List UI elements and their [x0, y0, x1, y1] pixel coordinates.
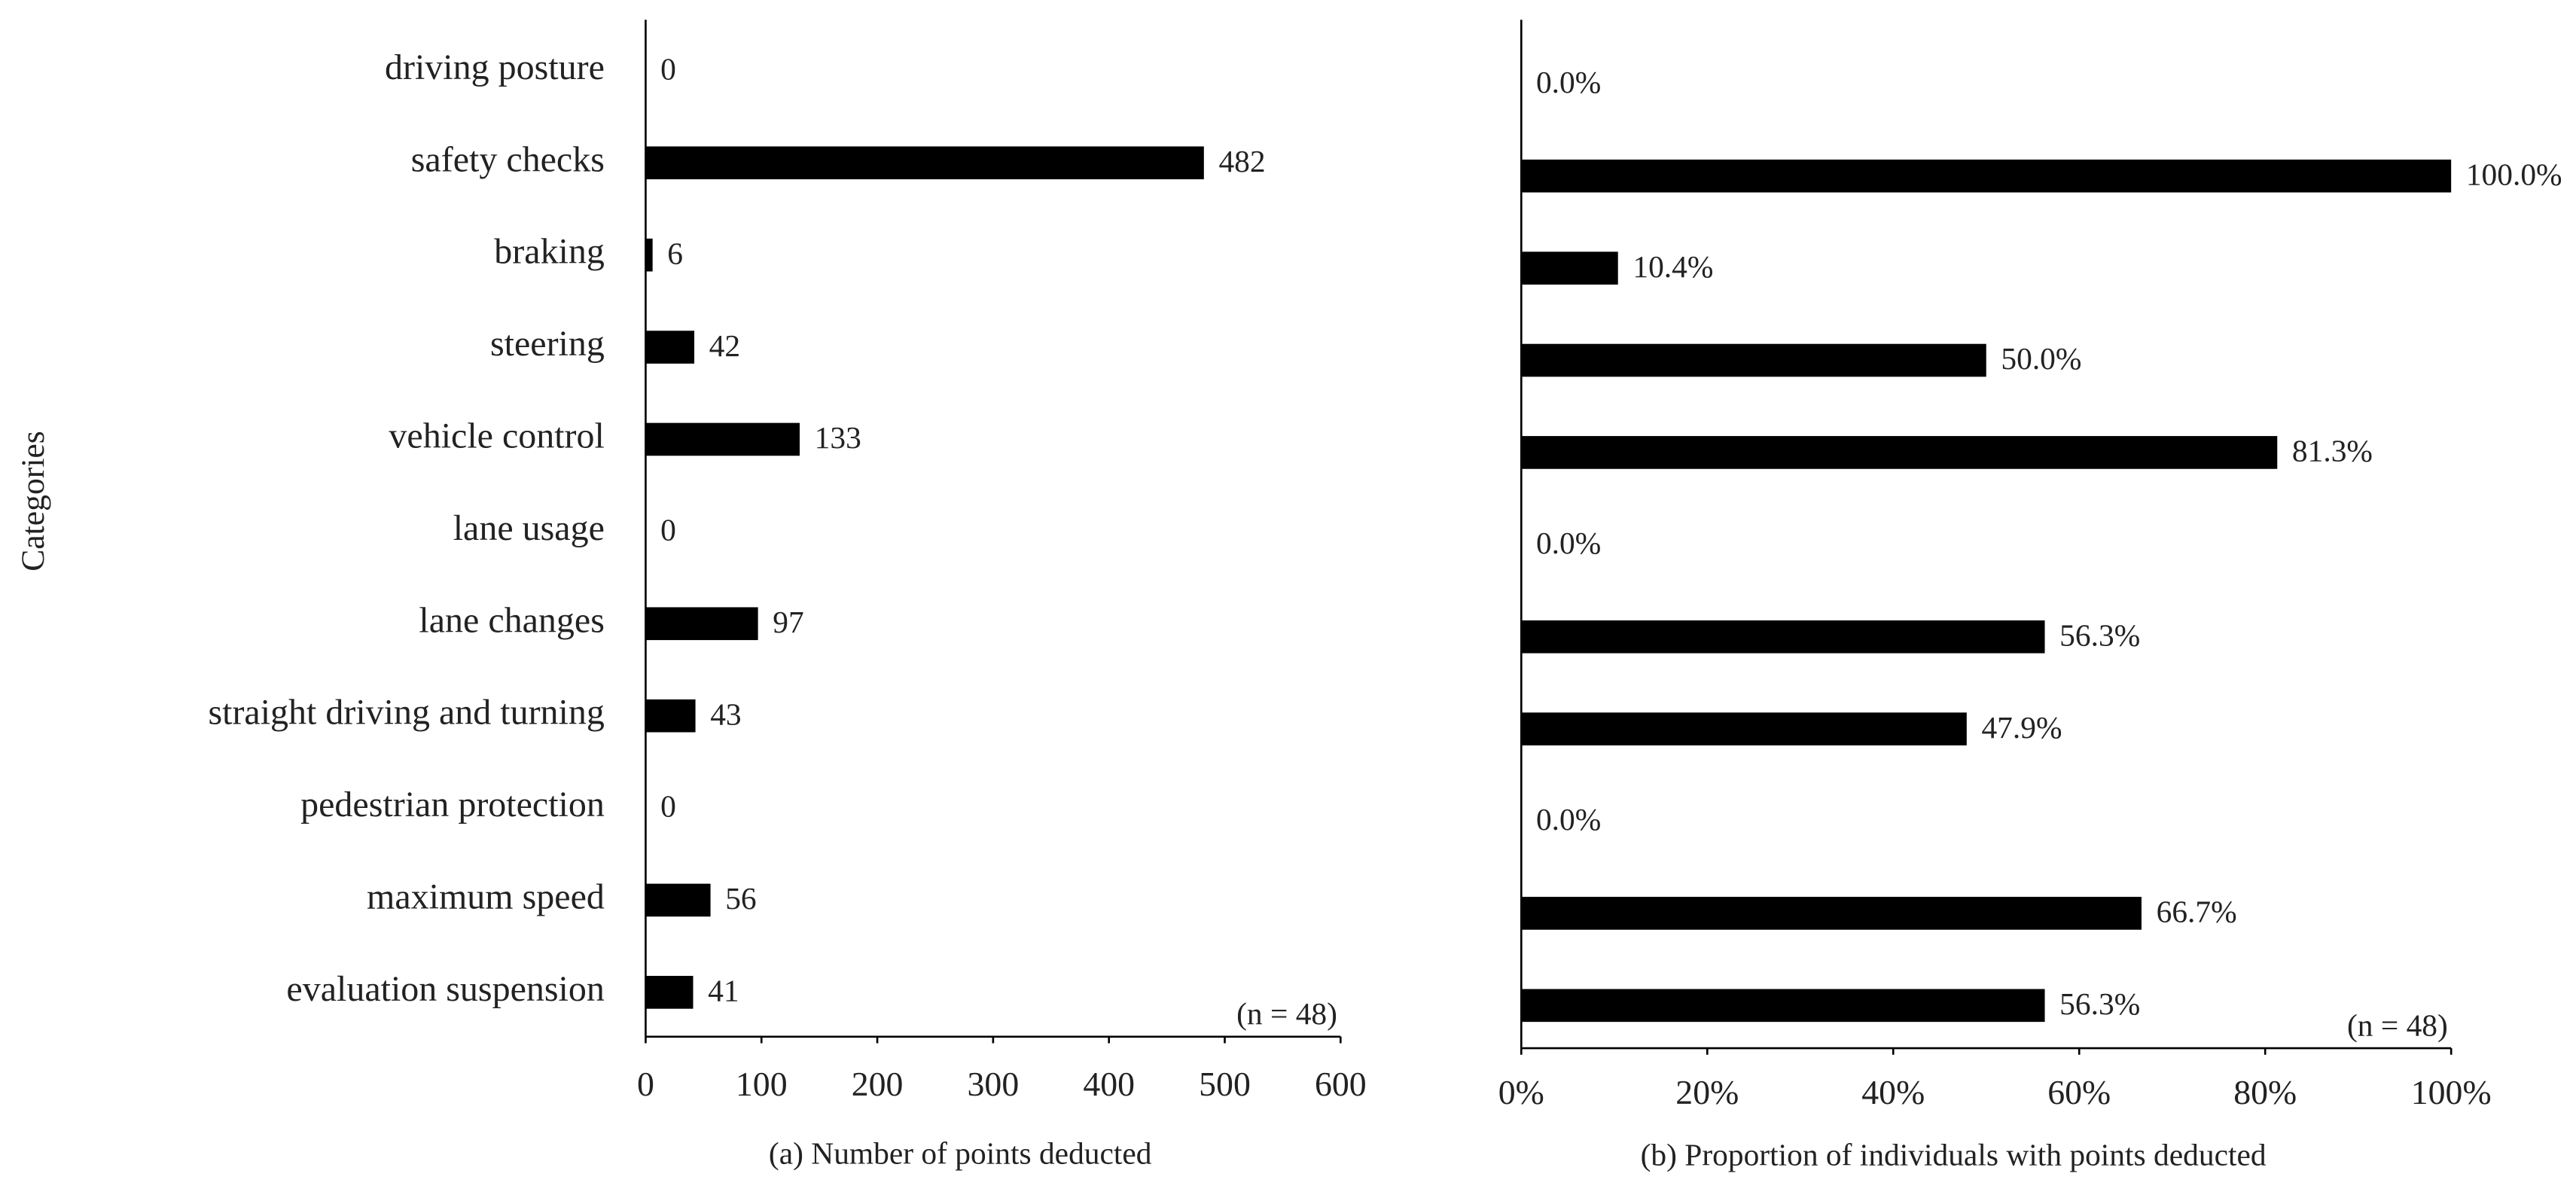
value-label: 41	[708, 974, 739, 1008]
bar	[1521, 989, 2045, 1023]
x-tick-label: 0%	[1498, 1073, 1544, 1111]
category-label: safety checks	[411, 139, 605, 179]
x-tick-label: 600	[1315, 1065, 1367, 1103]
value-label: 6	[667, 236, 683, 270]
value-label: 10.4%	[1632, 249, 1713, 284]
value-label: 97	[773, 605, 803, 639]
x-tick-label: 40%	[1861, 1073, 1925, 1111]
category-label: driving posture	[385, 47, 605, 87]
x-tick-label: 80%	[2233, 1073, 2297, 1111]
sample-size-note: (n = 48)	[1236, 996, 1337, 1032]
value-label: 81.3%	[2292, 434, 2373, 468]
value-label: 66.7%	[2157, 895, 2237, 929]
value-label: 56.3%	[2059, 617, 2140, 652]
y-axis-title: Categories	[15, 431, 51, 572]
value-label: 50.0%	[2001, 341, 2081, 376]
category-label: lane usage	[453, 508, 605, 548]
value-label: 0	[660, 513, 676, 547]
value-label: 42	[709, 328, 740, 363]
value-label: 56	[725, 881, 756, 916]
value-label: 0.0%	[1536, 65, 1601, 99]
value-label: 43	[710, 697, 741, 731]
x-axis-title: (a) Number of points deducted	[769, 1136, 1152, 1172]
value-label: 0.0%	[1536, 526, 1601, 560]
category-label: pedestrian protection	[300, 785, 605, 825]
x-tick-label: 100%	[2411, 1073, 2492, 1111]
sample-size-note: (n = 48)	[2347, 1007, 2448, 1043]
x-tick-label: 0	[637, 1065, 654, 1103]
bar	[1521, 712, 1967, 745]
x-tick-label: 60%	[2047, 1073, 2111, 1111]
category-label: steering	[490, 324, 605, 364]
value-label: 0.0%	[1536, 802, 1601, 837]
category-label: straight driving and turning	[208, 693, 604, 733]
category-label: maximum speed	[367, 876, 605, 916]
bar	[1521, 436, 2278, 469]
bar	[645, 976, 694, 1009]
bar	[645, 699, 696, 733]
bar	[1521, 343, 1986, 377]
value-label: 100.0%	[2466, 157, 2562, 191]
x-tick-label: 300	[968, 1065, 1020, 1103]
value-label: 133	[815, 420, 861, 455]
bar	[645, 238, 653, 272]
category-label: lane changes	[419, 600, 604, 640]
x-axis-title: (b) Proportion of individuals with point…	[1641, 1138, 2267, 1173]
x-tick-label: 200	[852, 1065, 904, 1103]
value-label: 56.3%	[2059, 986, 2140, 1021]
x-tick-label: 400	[1083, 1065, 1135, 1103]
value-label: 0	[660, 789, 676, 824]
value-label: 482	[1218, 144, 1265, 178]
bar	[645, 883, 711, 917]
bar	[1521, 897, 2142, 930]
category-label: vehicle control	[389, 416, 604, 456]
value-label: 47.9%	[1981, 710, 2062, 745]
bar	[1521, 159, 2452, 193]
x-tick-label: 20%	[1675, 1073, 1739, 1111]
bar	[645, 146, 1204, 180]
x-tick-label: 500	[1199, 1065, 1251, 1103]
category-label: braking	[494, 232, 605, 272]
bar	[1521, 620, 2045, 654]
bar	[1521, 251, 1618, 285]
value-label: 0	[660, 52, 676, 87]
bar	[645, 607, 758, 641]
bar	[645, 422, 800, 456]
x-tick-label: 100	[736, 1065, 788, 1103]
bar	[645, 331, 695, 364]
category-label: evaluation suspension	[286, 969, 604, 1009]
